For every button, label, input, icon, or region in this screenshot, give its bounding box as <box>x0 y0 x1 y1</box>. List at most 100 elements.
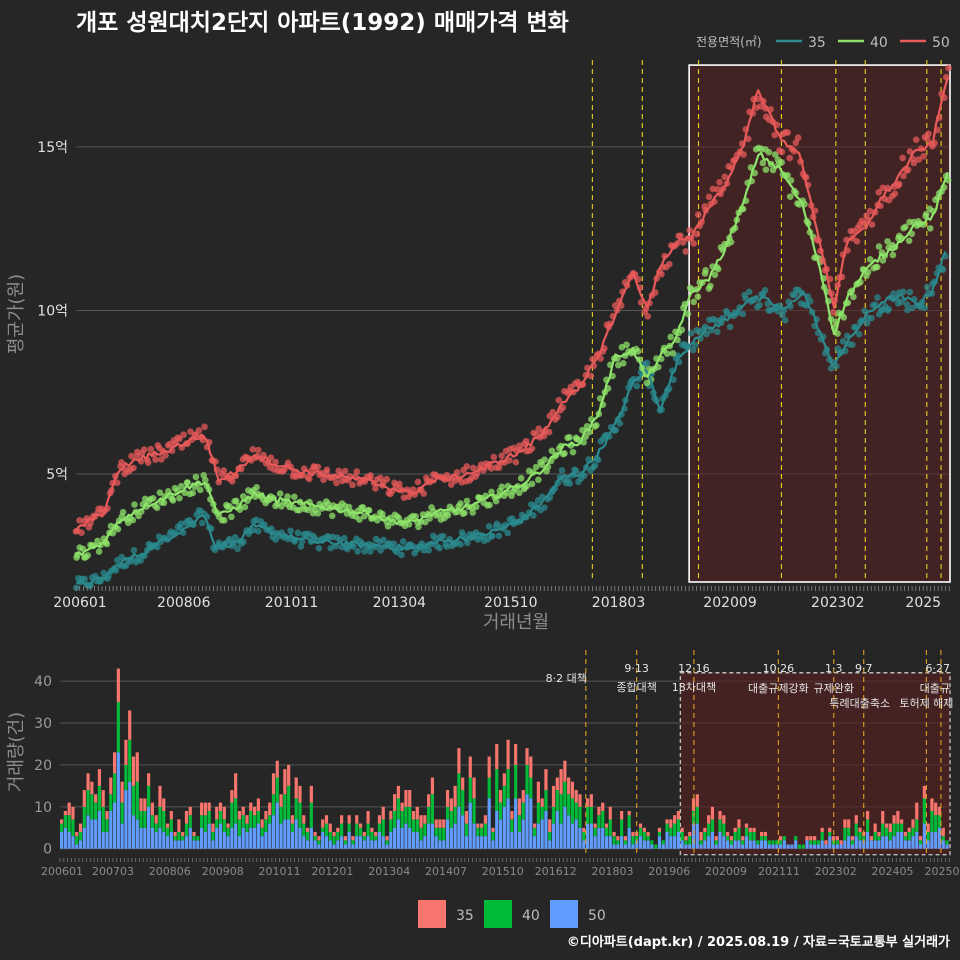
volume-bar-40 <box>847 827 851 837</box>
volume-bar-40 <box>147 785 151 807</box>
volume-bar-40 <box>858 831 862 841</box>
volume-bar-50 <box>646 840 650 849</box>
volume-bar-35 <box>430 777 435 795</box>
price-point <box>572 467 580 475</box>
volume-bar-40 <box>797 844 802 849</box>
price-point <box>463 463 471 470</box>
volume-bar-50 <box>760 840 764 849</box>
volume-bar-40 <box>260 827 264 837</box>
volume-bar-50 <box>627 827 631 849</box>
price-point <box>129 516 137 524</box>
volume-bar-40 <box>593 827 597 837</box>
volume-bar-35 <box>896 811 900 824</box>
volume-bar-35 <box>78 823 83 832</box>
volume-bar-40 <box>411 819 416 832</box>
volume-bar-50 <box>173 840 177 849</box>
volume-bar-40 <box>468 777 472 803</box>
price-point <box>623 341 630 349</box>
price-point <box>558 467 566 474</box>
volume-bar-40 <box>741 840 745 845</box>
volume-bar-40 <box>336 831 340 841</box>
volume-bar-35 <box>279 794 283 807</box>
price-point <box>541 456 548 464</box>
legend-label-35: 35 <box>808 35 826 51</box>
volume-bar-50 <box>570 823 575 849</box>
volume-bar-35 <box>184 811 189 824</box>
volume-bar-40 <box>71 819 75 837</box>
volume-bar-50 <box>907 840 911 849</box>
volume-bar-35 <box>707 815 711 824</box>
legend: 전용면적(㎡) 35 40 50 <box>696 35 950 51</box>
volume-bar-40 <box>275 777 279 803</box>
volume-bar-40 <box>135 781 139 820</box>
price-point <box>180 431 187 438</box>
annotation-label: 규제완화 <box>814 682 854 695</box>
price-point <box>278 503 285 510</box>
volume-bar-50 <box>763 840 768 849</box>
volume-bar-35 <box>638 823 643 828</box>
volume-bar-50 <box>165 836 170 849</box>
volume-bar-35 <box>445 790 450 807</box>
volume-bar-40 <box>150 815 155 828</box>
volume-bar-35 <box>321 819 325 828</box>
volume-bar-40 <box>302 823 306 837</box>
volume-bar-40 <box>642 831 646 841</box>
price-point <box>644 312 652 320</box>
volume-bar-50 <box>154 831 158 849</box>
volume-bar-35 <box>718 811 722 820</box>
volume-bar-50 <box>264 831 268 849</box>
volume-bar-40 <box>165 827 170 837</box>
volume-bar-50 <box>112 802 117 849</box>
volume-bar-50 <box>934 831 938 849</box>
volume-bar-35 <box>154 815 158 824</box>
volume-bar-35 <box>752 827 756 832</box>
volume-bar-40 <box>635 836 639 841</box>
volume-bar-35 <box>370 827 374 832</box>
volume-bar-50 <box>604 836 609 849</box>
volume-bar-40 <box>226 827 230 837</box>
price-point <box>512 458 520 466</box>
price-line-50 <box>75 77 949 532</box>
volume-bar-35 <box>317 836 321 841</box>
volume-bar-35 <box>514 743 518 765</box>
volume-bar-50 <box>616 844 620 849</box>
volume-bar-50 <box>169 831 173 849</box>
volume-bar-35 <box>835 836 839 841</box>
volume-bar-40 <box>483 823 487 837</box>
volume-bar-35 <box>722 815 726 824</box>
volume-bar-40 <box>744 827 749 837</box>
price-point <box>663 350 671 358</box>
volume-bar-50 <box>525 794 529 849</box>
volume-bar-40 <box>181 836 185 841</box>
volume-bar-35 <box>105 811 109 820</box>
volume-bar-35 <box>400 802 404 812</box>
volume-bar-40 <box>362 836 366 841</box>
volume-bar-50 <box>608 836 612 849</box>
price-point <box>786 154 794 162</box>
volume-bar-40 <box>907 831 911 841</box>
volume-bar-35 <box>884 823 889 828</box>
volume-bar-40 <box>351 840 355 845</box>
volume-bar-50 <box>120 823 124 849</box>
volume-bar-40 <box>313 836 317 841</box>
volume-bar-50 <box>699 844 703 849</box>
price-point <box>249 526 257 534</box>
volume-x-tick-label: 202405 <box>871 865 913 878</box>
volume-bar-40 <box>533 827 537 837</box>
volume-bar-40 <box>551 806 556 824</box>
volume-bar-35 <box>563 760 567 782</box>
volume-bar-50 <box>790 844 794 849</box>
volume-bar-40 <box>570 798 575 824</box>
volume-bar-35 <box>340 815 344 824</box>
price-line-40 <box>75 151 949 556</box>
price-point <box>713 328 721 336</box>
volume-bar-40 <box>256 811 260 824</box>
volume-bar-35 <box>453 785 457 807</box>
volume-bar-50 <box>374 840 378 849</box>
volume-bar-40 <box>211 831 215 841</box>
volume-bar-40 <box>374 836 378 841</box>
price-point <box>873 263 881 271</box>
volume-bar-50 <box>725 840 730 849</box>
volume-bar-35 <box>241 806 245 816</box>
annotation-date: 9·13 <box>624 662 649 675</box>
